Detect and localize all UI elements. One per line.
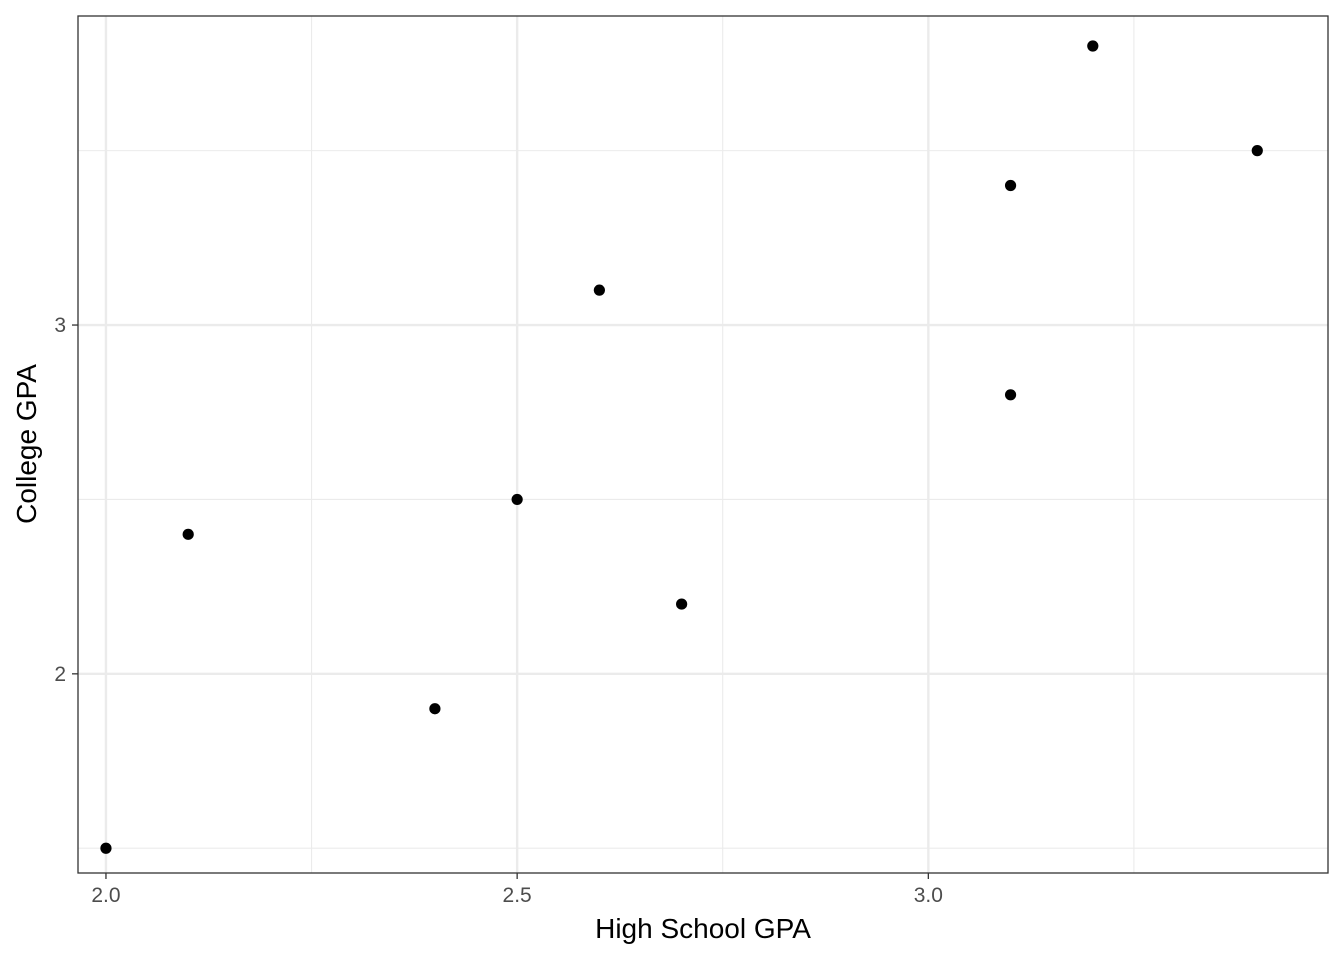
data-point-5 [593, 284, 605, 296]
major-gridlines [78, 16, 1328, 873]
y-axis-ticks: 23 [54, 314, 78, 686]
data-point-8 [1004, 389, 1017, 401]
plot-border [77, 15, 1329, 874]
x-axis-ticks: 2.0 2.5 3.0 [91, 873, 943, 907]
data-point-1 [100, 842, 112, 854]
data-point-4 [511, 493, 523, 506]
plot-background [78, 16, 1328, 873]
data-point-7 [1004, 179, 1017, 192]
data-point-9 [1087, 40, 1099, 52]
x-tick-label: 2.5 [503, 884, 532, 907]
data-point-3 [429, 703, 441, 715]
x-tick-label: 3.0 [914, 884, 943, 907]
data-point-2 [182, 528, 194, 540]
x-axis-title: High School GPA [595, 913, 811, 944]
y-tick-label: 3 [54, 314, 66, 337]
data-points [100, 40, 1263, 854]
data-point-10 [1251, 145, 1263, 157]
y-tick-label: 2 [54, 663, 66, 686]
y-axis-title: College GPA [11, 364, 42, 524]
minor-gridlines [78, 16, 1328, 873]
x-tick-label: 2.0 [91, 884, 120, 907]
data-point-6 [676, 598, 688, 610]
